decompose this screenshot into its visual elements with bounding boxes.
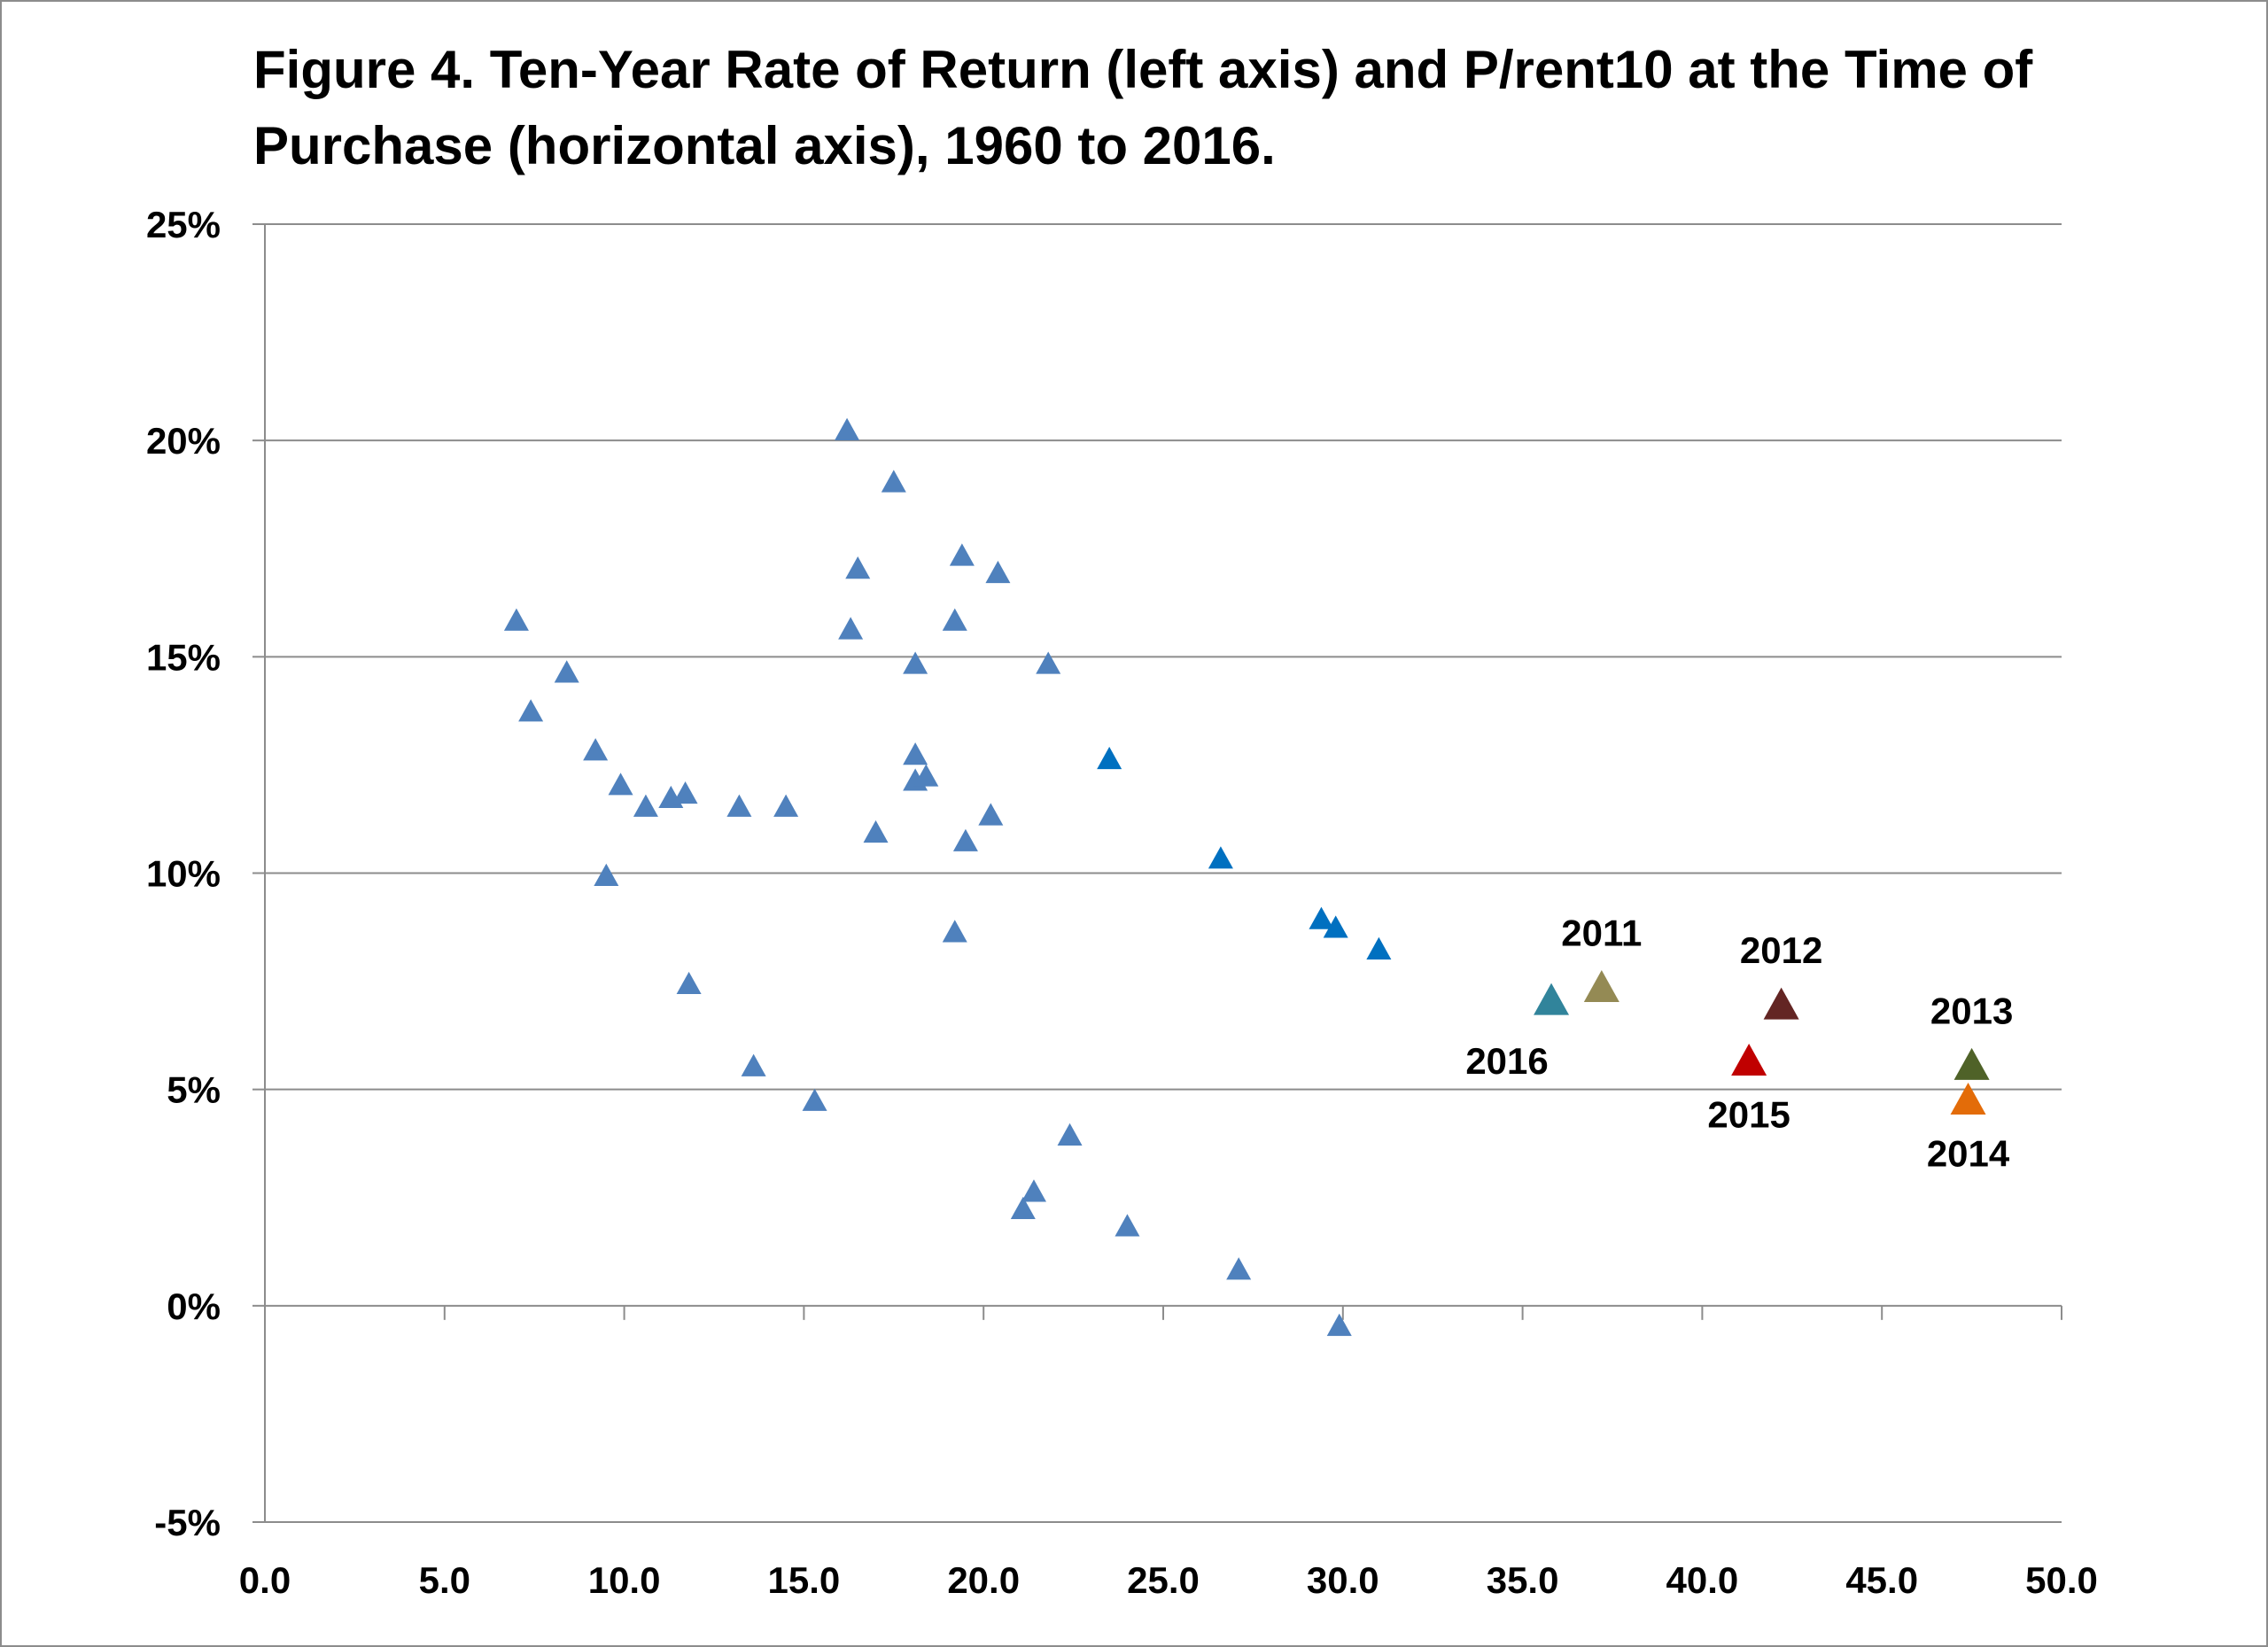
x-tick-label: 25.0	[1127, 1559, 1200, 1601]
data-point	[503, 608, 529, 631]
annotated-point	[1583, 970, 1619, 1003]
data-point	[1097, 746, 1122, 770]
x-tick-label: 35.0	[1487, 1559, 1559, 1601]
data-point	[1010, 1196, 1036, 1219]
data-points	[503, 417, 1990, 1336]
data-point	[913, 764, 939, 787]
data-point	[1309, 906, 1334, 929]
data-point	[903, 742, 928, 765]
annotation-label: 2011	[1561, 912, 1642, 953]
data-point	[1036, 651, 1061, 674]
data-point	[1115, 1214, 1140, 1237]
year-annotations: 2011 2012 2013 2014 2015 2016	[1465, 912, 2013, 1174]
y-tick-label: 10%	[146, 853, 221, 895]
data-point	[773, 794, 799, 817]
data-point	[985, 560, 1011, 584]
data-point	[1226, 1257, 1252, 1280]
x-tick-label: 10.0	[588, 1559, 661, 1601]
data-point	[952, 828, 978, 851]
data-point	[835, 417, 860, 440]
data-point	[845, 556, 871, 579]
x-tick-label: 15.0	[768, 1559, 841, 1601]
data-point	[741, 1053, 766, 1076]
annotation-label: 2016	[1465, 1040, 1548, 1082]
data-point	[676, 971, 702, 995]
y-tick-label: 20%	[146, 420, 221, 462]
gridlines	[265, 223, 2062, 1523]
annotation-label: 2012	[1740, 929, 1822, 971]
data-point	[881, 470, 906, 493]
axes	[252, 223, 2062, 1523]
x-tick-label: 50.0	[2025, 1559, 2098, 1601]
x-tick-label: 40.0	[1666, 1559, 1739, 1601]
data-point	[608, 773, 633, 796]
x-tick-labels: 0.0 5.0 10.0 15.0 20.0 25.0 30.0 35.0 40.0 45.0 50…	[239, 1559, 2098, 1601]
data-point	[942, 608, 967, 631]
data-point	[594, 863, 619, 886]
data-point	[838, 617, 864, 640]
data-point	[1057, 1123, 1083, 1146]
x-tick-label: 0.0	[239, 1559, 291, 1601]
data-point	[1208, 846, 1233, 869]
annotated-point	[1953, 1047, 1990, 1080]
annotated-point	[1763, 987, 1799, 1020]
x-tick-label: 45.0	[1845, 1559, 1918, 1601]
data-point	[1326, 1313, 1352, 1336]
data-point	[978, 803, 1004, 826]
annotated-point	[1731, 1044, 1767, 1076]
data-point	[633, 794, 658, 817]
x-tick-label: 30.0	[1307, 1559, 1379, 1601]
data-point	[949, 543, 975, 566]
data-point	[726, 794, 752, 817]
annotation-label: 2014	[1927, 1132, 2010, 1174]
data-point	[802, 1088, 827, 1111]
annotation-label: 2015	[1707, 1093, 1790, 1135]
data-point	[554, 660, 579, 683]
data-point	[672, 781, 698, 804]
y-tick-label: 0%	[167, 1286, 221, 1327]
y-tick-label: 5%	[167, 1069, 221, 1111]
data-point	[1323, 915, 1348, 938]
annotated-point	[1534, 983, 1570, 1015]
annotation-label: 2013	[1930, 990, 2013, 1031]
annotated-point	[1950, 1082, 1986, 1115]
data-point	[942, 920, 967, 943]
y-tick-label: 25%	[146, 204, 221, 245]
data-point	[518, 699, 544, 722]
data-point	[583, 738, 609, 761]
data-point	[863, 820, 889, 843]
chart-title: Figure 4. Ten-Year Rate of Return (left …	[253, 40, 2033, 175]
data-point	[1021, 1179, 1046, 1202]
x-tick-label: 20.0	[947, 1559, 1020, 1601]
y-tick-labels: -5% 0% 5% 10% 15% 20% 25%	[146, 204, 221, 1543]
data-point	[903, 651, 928, 674]
x-tick-label: 5.0	[419, 1559, 470, 1601]
y-tick-label: 15%	[146, 636, 221, 678]
data-point	[1366, 936, 1392, 959]
y-tick-label: -5%	[154, 1502, 221, 1543]
